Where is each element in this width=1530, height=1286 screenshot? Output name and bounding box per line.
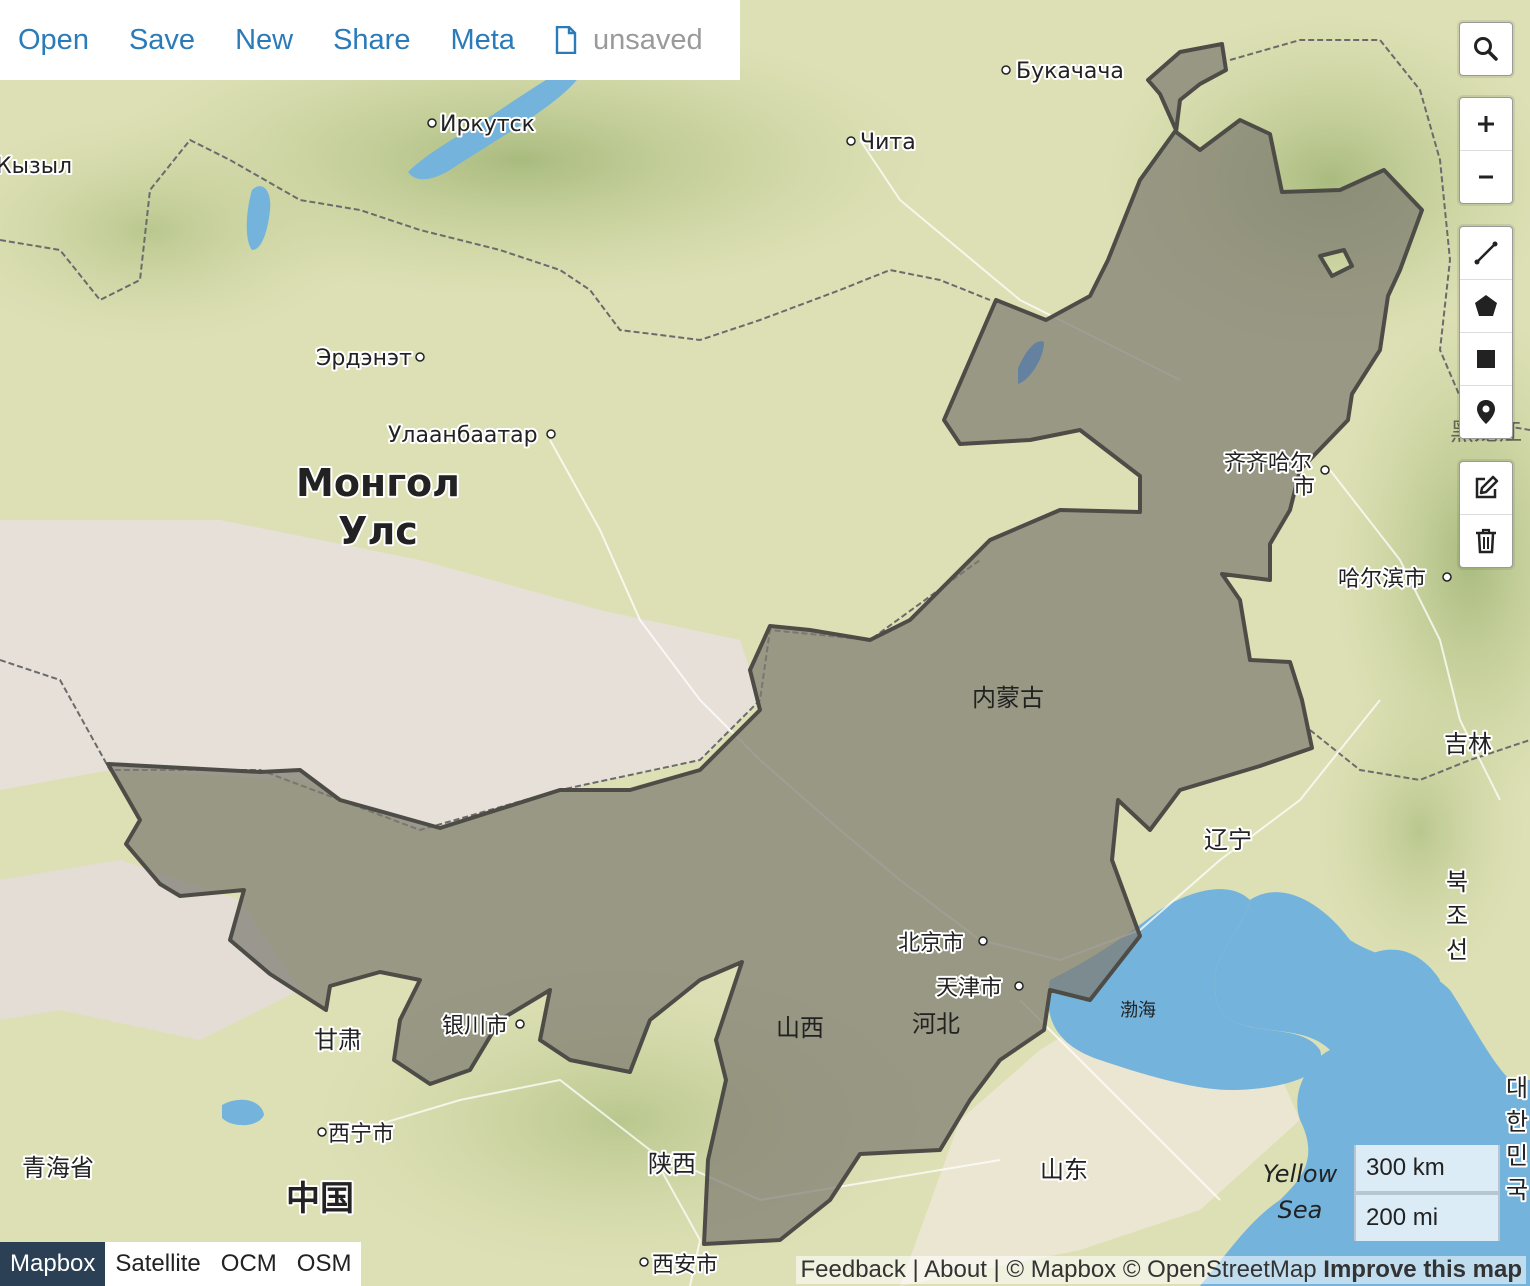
label-jilin: 吉林 <box>1444 730 1492 758</box>
label-irkutsk: Иркутск <box>440 112 535 137</box>
file-icon <box>555 26 577 54</box>
lake-hulun <box>1018 341 1044 384</box>
search-button[interactable] <box>1460 23 1512 75</box>
label-mongolia-line1: Монгол <box>296 461 460 505</box>
line-icon <box>1474 241 1498 265</box>
layer-mapbox[interactable]: Mapbox <box>0 1242 106 1286</box>
lake-khovsgol <box>246 186 271 250</box>
bohai-sea <box>1048 889 1322 1090</box>
label-shanxi: 山西 <box>776 1014 824 1042</box>
lake-qinghai <box>222 1099 264 1126</box>
label-liaoning: 辽宁 <box>1204 826 1252 854</box>
label-beijing: 北京市 <box>898 931 964 956</box>
marker-icon <box>1477 400 1495 424</box>
attribution: Feedback | About | © Mapbox © OpenStreet… <box>796 1256 1526 1284</box>
attribution-separator: | <box>905 1256 925 1283</box>
layer-switcher: Mapbox Satellite OCM OSM <box>0 1242 362 1286</box>
edit-icon <box>1475 475 1499 499</box>
draw-toolbar <box>1459 226 1513 439</box>
label-south-korea-4: 국 <box>1506 1176 1528 1204</box>
edit-toolbar <box>1459 461 1513 568</box>
scale-km: 300 km <box>1354 1145 1500 1193</box>
label-erdenet: Эрдэнэт <box>316 346 412 371</box>
draw-rectangle-button[interactable] <box>1460 332 1512 385</box>
share-button[interactable]: Share <box>333 23 411 56</box>
meta-button[interactable]: Meta <box>450 23 515 56</box>
label-qiqihar-line2: 市 <box>1293 475 1315 500</box>
label-hebei: 河北 <box>912 1010 960 1038</box>
new-button[interactable]: New <box>235 23 294 56</box>
label-kyzyl: Кызыл <box>0 154 72 179</box>
polygon-icon <box>1475 295 1497 316</box>
korea-bay <box>1360 949 1440 997</box>
open-button[interactable]: Open <box>18 23 89 56</box>
top-toolbar: Open Save New Share Meta unsaved <box>0 0 740 80</box>
draw-polygon-button[interactable] <box>1460 279 1512 332</box>
edit-layers-button[interactable] <box>1460 462 1512 514</box>
save-button[interactable]: Save <box>128 23 196 56</box>
map-labels: Букачача Иркутск Чита Кызыл Эрдэнэт Улаа… <box>0 57 1530 1280</box>
draw-marker-button[interactable] <box>1460 385 1512 438</box>
layer-ocm[interactable]: OCM <box>220 1250 277 1277</box>
china-korea-border <box>1309 729 1530 782</box>
feedback-link[interactable]: Feedback <box>800 1256 906 1283</box>
label-xining: 西宁市 <box>328 1122 394 1147</box>
label-bukachacha: Букачача <box>1016 59 1124 84</box>
label-inner-mongolia: 内蒙古 <box>972 684 1044 712</box>
scale-mi: 200 mi <box>1354 1193 1500 1241</box>
label-south-korea-2: 한 <box>1506 1108 1528 1136</box>
attribution-copyright: | © Mapbox © OpenStreetMap <box>986 1256 1324 1283</box>
desert-west <box>0 860 300 1040</box>
label-bohai: 渤海 <box>1120 1000 1156 1021</box>
rectangle-icon <box>1477 350 1495 368</box>
label-chita: Чита <box>860 130 916 155</box>
label-ulaanbaatar: Улаанбаатар <box>388 423 538 448</box>
desert-area <box>0 520 760 830</box>
draw-line-button[interactable] <box>1460 227 1512 279</box>
label-shandong: 山东 <box>1040 1156 1088 1184</box>
inner-mongolia-polygon[interactable] <box>106 42 1424 1246</box>
label-china: 中国 <box>286 1179 354 1219</box>
search-icon <box>1474 37 1498 61</box>
label-harbin: 哈尔滨市 <box>1338 567 1426 592</box>
trash-icon <box>1476 528 1496 554</box>
label-yellow-sea-line2: Sea <box>1278 1196 1323 1224</box>
label-gansu: 甘肃 <box>314 1026 362 1054</box>
layer-osm[interactable]: OSM <box>296 1250 352 1277</box>
label-qiqihar-line1: 齐齐哈尔 <box>1224 451 1312 476</box>
label-north-korea-2: 조 <box>1446 902 1468 930</box>
label-shaanxi: 陕西 <box>648 1150 696 1178</box>
save-status-label: unsaved <box>592 23 703 56</box>
minus-icon <box>1479 175 1493 179</box>
search-control <box>1459 22 1513 76</box>
plus-icon <box>1478 116 1494 132</box>
save-status: unsaved <box>555 24 703 57</box>
label-xian: 西安市 <box>652 1253 718 1278</box>
about-link[interactable]: About <box>924 1256 987 1283</box>
layer-satellite[interactable]: Satellite <box>115 1250 201 1277</box>
label-south-korea-3: 민 <box>1506 1142 1528 1170</box>
label-tianjin: 天津市 <box>936 976 1002 1001</box>
delete-layers-button[interactable] <box>1460 514 1512 567</box>
label-north-korea-3: 선 <box>1446 936 1468 964</box>
label-south-korea-1: 대 <box>1506 1074 1528 1102</box>
label-yinchuan: 银川市 <box>442 1014 508 1039</box>
label-mongolia-line2: Улс <box>338 509 418 553</box>
label-yellow-sea-line1: Yellow <box>1263 1160 1338 1188</box>
improve-map-link[interactable]: Improve this map <box>1323 1256 1522 1283</box>
zoom-out-button[interactable] <box>1460 150 1512 203</box>
russia-mongolia-border <box>0 138 991 342</box>
zoom-in-button[interactable] <box>1460 98 1512 150</box>
zoom-control <box>1459 97 1513 204</box>
label-north-korea-1: 북 <box>1446 868 1468 896</box>
lake-baikal <box>408 58 586 180</box>
label-qinghai: 青海省 <box>22 1154 94 1182</box>
